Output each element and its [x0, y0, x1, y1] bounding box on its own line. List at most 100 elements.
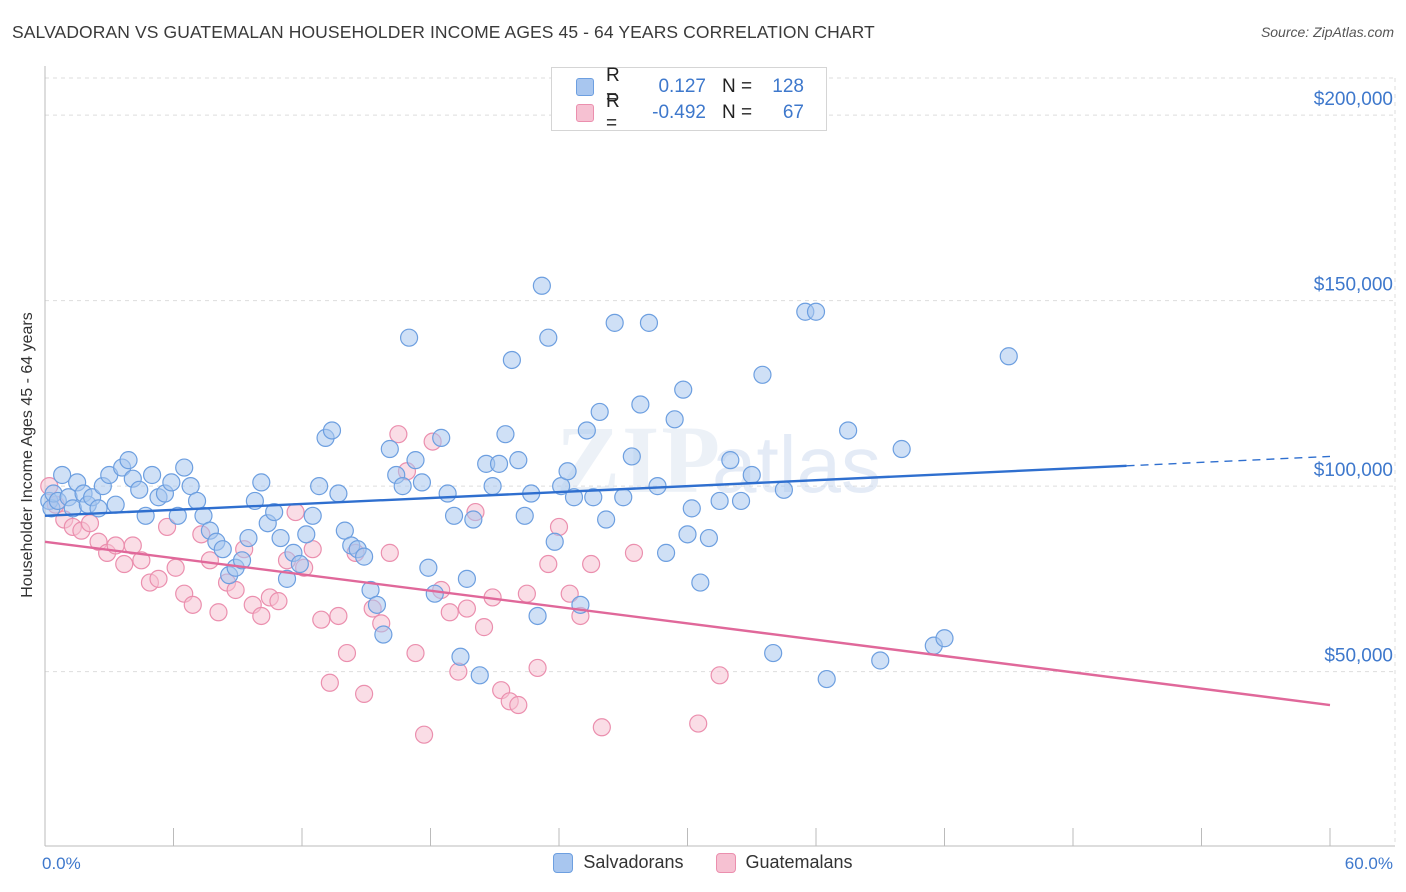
data-point: [389, 425, 408, 444]
data-point: [614, 488, 633, 507]
data-point: [935, 629, 954, 648]
legend-n-value: 128: [772, 76, 804, 97]
legend-r-value: 0.127: [658, 76, 706, 97]
y-tick-labels: $50,000 $100,000 $150,000 $200,000: [1314, 89, 1393, 667]
data-point: [355, 684, 374, 703]
data-point: [355, 547, 374, 566]
data-point: [674, 380, 693, 399]
data-point: [699, 528, 719, 548]
data-point: [166, 558, 185, 577]
data-point: [271, 528, 290, 548]
data-point: [322, 421, 342, 440]
data-point: [168, 506, 187, 525]
legend-n-label: N =: [722, 102, 753, 123]
data-point: [558, 462, 577, 481]
data-point: [532, 276, 551, 295]
series-legend-salvadorans[interactable]: Salvadorans: [553, 852, 684, 873]
data-point: [742, 465, 761, 485]
data-point: [175, 458, 194, 477]
data-point: [764, 643, 783, 663]
data-point: [502, 350, 521, 370]
data-point: [303, 506, 322, 525]
data-point: [444, 506, 464, 525]
data-point: [252, 606, 271, 626]
data-point: [605, 313, 624, 332]
x-tick-label-max: 60.0%: [1344, 854, 1393, 873]
stats-legend: R = 0.127 N = 128 R = -0.492 N = 67: [551, 65, 827, 134]
data-point: [590, 402, 609, 422]
y-tick-label: $50,000: [1324, 646, 1393, 667]
data-point: [560, 584, 579, 603]
guatemalans-trend-line: [44, 540, 1331, 707]
data-point: [539, 554, 558, 574]
data-point: [53, 465, 72, 485]
data-point: [132, 551, 151, 570]
data-point: [710, 666, 729, 685]
salvadorans-points: [40, 276, 1018, 689]
data-point: [162, 473, 181, 492]
legend-r-label: R =: [606, 91, 620, 134]
data-point: [584, 488, 603, 507]
series-label: Guatemalans: [745, 852, 853, 872]
data-point: [320, 673, 339, 692]
data-point: [545, 532, 564, 551]
y-tick-label: $150,000: [1314, 275, 1393, 296]
data-point: [329, 606, 348, 626]
legend-r-label: R =: [606, 65, 620, 108]
data-point: [425, 584, 444, 603]
data-point: [290, 554, 309, 574]
data-point: [329, 484, 348, 503]
data-point: [496, 425, 515, 444]
data-point: [393, 477, 412, 496]
data-point: [157, 517, 177, 537]
data-point: [631, 395, 650, 414]
data-point: [892, 439, 911, 459]
data-point: [130, 480, 149, 499]
data-point: [406, 643, 425, 663]
chart-title: SALVADORAN VS GUATEMALAN HOUSEHOLDER INC…: [12, 22, 875, 42]
data-point: [406, 451, 425, 470]
data-point: [515, 506, 534, 525]
y-tick-label: $100,000: [1314, 460, 1393, 481]
data-point: [419, 558, 438, 577]
data-point: [432, 428, 451, 447]
legend-swatch-blue: [576, 78, 594, 96]
data-point: [374, 625, 393, 644]
data-point: [678, 525, 697, 544]
data-point: [999, 347, 1018, 366]
data-point: [286, 502, 305, 522]
legend-n-value: 67: [782, 102, 804, 123]
legend-swatch-pink: [576, 104, 594, 122]
data-point: [119, 451, 138, 470]
data-point: [665, 410, 684, 429]
data-point: [509, 451, 528, 470]
data-point: [774, 480, 793, 499]
data-point: [183, 595, 202, 614]
series-legend-guatemalans[interactable]: Guatemalans: [715, 852, 853, 873]
data-point: [337, 643, 357, 663]
data-point: [457, 569, 477, 588]
data-point: [277, 569, 297, 588]
data-point: [682, 499, 701, 518]
salvadorans-trend-line: [44, 464, 1127, 517]
data-point: [839, 421, 858, 440]
series-legend: Salvadorans Guatemalans: [0, 852, 1406, 873]
data-point: [483, 477, 502, 496]
data-point: [239, 528, 258, 548]
data-point: [528, 606, 547, 626]
legend-n-label: N =: [722, 76, 753, 97]
data-point: [312, 610, 331, 629]
data-point: [539, 328, 558, 347]
data-point: [656, 543, 676, 562]
data-point: [380, 543, 399, 562]
data-point: [622, 447, 641, 466]
data-point: [367, 595, 387, 614]
data-point: [691, 573, 710, 592]
data-point: [817, 669, 836, 689]
data-point: [449, 662, 468, 681]
data-point: [438, 484, 457, 503]
data-point: [80, 514, 100, 533]
data-point: [564, 488, 584, 507]
data-point: [457, 599, 477, 618]
